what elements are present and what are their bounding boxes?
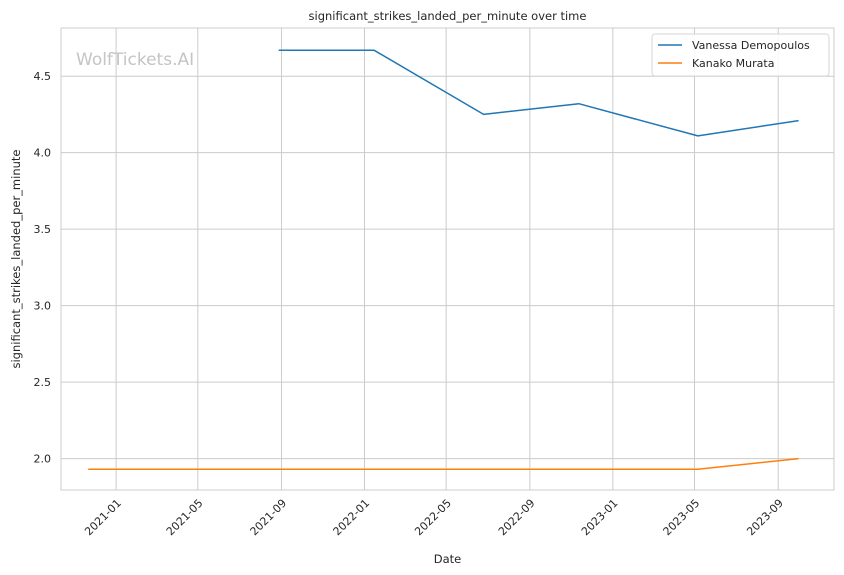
x-axis-label: Date xyxy=(434,552,462,566)
grid xyxy=(61,28,834,490)
y-tick-label: 3.0 xyxy=(34,300,52,313)
chart-title: significant_strikes_landed_per_minute ov… xyxy=(309,9,587,23)
legend-entry-1: Kanako Murata xyxy=(692,57,774,70)
y-axis-ticks: 2.0 2.5 3.0 3.5 4.0 4.5 xyxy=(34,70,52,465)
plot-area-frame xyxy=(60,27,835,491)
watermark-text: WolfTickets.AI xyxy=(76,50,194,70)
y-tick-label: 4.5 xyxy=(34,70,52,83)
legend-box xyxy=(651,33,830,77)
series-line-0 xyxy=(278,49,799,137)
y-tick-label: 3.5 xyxy=(34,223,52,236)
legend: Vanessa Demopoulos Kanako Murata xyxy=(651,33,830,77)
y-tick-label: 2.5 xyxy=(34,376,52,389)
legend-entry-0: Vanessa Demopoulos xyxy=(692,39,810,52)
y-axis-label: significant_strikes_landed_per_minute xyxy=(9,150,23,369)
series-lines xyxy=(88,49,799,471)
series-line-1 xyxy=(88,457,799,471)
y-tick-label: 2.0 xyxy=(34,453,52,466)
y-tick-label: 4.0 xyxy=(34,147,52,160)
